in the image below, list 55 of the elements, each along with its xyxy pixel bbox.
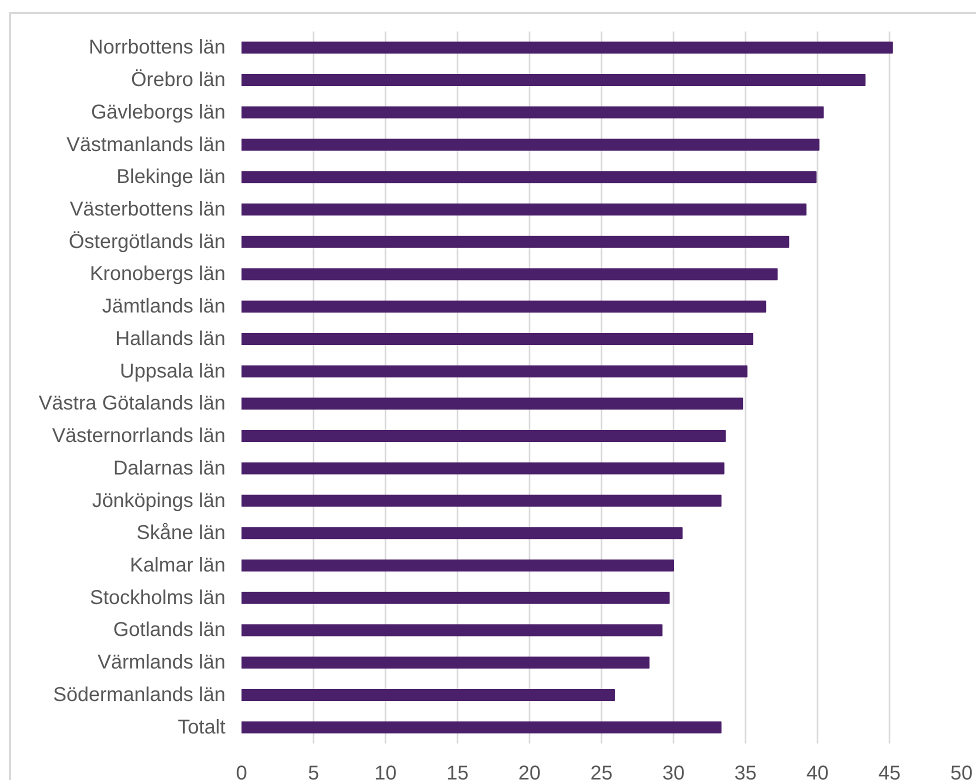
y-tick-label: Jämtlands län [102, 296, 226, 318]
y-tick-label: Norrbottens län [88, 36, 226, 59]
y-tick-label: Värmlands län [98, 652, 226, 674]
x-tick-label: 30 [662, 762, 685, 780]
bar [242, 656, 650, 669]
y-tick-label: Blekinge län [116, 166, 226, 188]
bar [242, 398, 744, 410]
bar [242, 430, 726, 442]
y-tick-label: Västra Götalands län [38, 392, 226, 415]
x-tick-label: 35 [734, 762, 757, 780]
y-tick-label: Örebro län [131, 69, 226, 92]
bar [242, 332, 754, 345]
y-tick-label: Östergötlands län [68, 230, 226, 253]
y-tick-label: Jönköpings län [92, 490, 226, 512]
x-tick-label: 50 [950, 762, 973, 780]
x-tick-label: 10 [374, 762, 397, 780]
bar [242, 42, 893, 54]
bar [242, 494, 722, 507]
y-tick-label: Södermanlands län [53, 684, 226, 706]
y-tick-label: Kalmar län [130, 554, 226, 576]
bar [242, 624, 662, 636]
x-tick-label: 45 [878, 762, 901, 780]
y-tick-label: Västerbottens län [70, 198, 226, 220]
y-tick-label: Gävleborgs län [90, 101, 226, 124]
x-tick-label: 15 [446, 762, 469, 780]
x-tick-label: 0 [236, 762, 248, 780]
y-tick-label: Kronobergs län [90, 263, 226, 286]
x-tick-label: 20 [518, 762, 541, 780]
y-tick-label: Västmanlands län [66, 134, 226, 156]
y-tick-label: Hallands län [115, 328, 226, 350]
x-tick-label: 25 [590, 762, 613, 780]
x-tick-label: 5 [308, 762, 320, 780]
bar [242, 171, 817, 184]
bar [242, 721, 722, 734]
bar [242, 106, 824, 118]
y-tick-label: Västernorrlands län [52, 425, 226, 448]
x-tick-label: 40 [806, 762, 829, 780]
bar [242, 138, 820, 151]
bar [242, 688, 615, 701]
bar [242, 204, 806, 216]
bar [242, 236, 790, 248]
bar [242, 560, 674, 572]
y-tick-label: Totalt [178, 716, 226, 738]
bar [242, 592, 670, 604]
y-tick-label: Uppsala län [120, 360, 226, 382]
y-tick-label: Gotlands län [113, 619, 226, 642]
bar [242, 74, 866, 86]
y-tick-label: Stockholms län [90, 586, 226, 609]
y-tick-label: Skåne län [136, 522, 226, 544]
bar [242, 365, 748, 378]
bar [242, 527, 683, 540]
bar [242, 268, 778, 280]
bar [242, 300, 766, 313]
y-tick-label: Dalarnas län [113, 457, 226, 480]
bar [242, 462, 724, 474]
